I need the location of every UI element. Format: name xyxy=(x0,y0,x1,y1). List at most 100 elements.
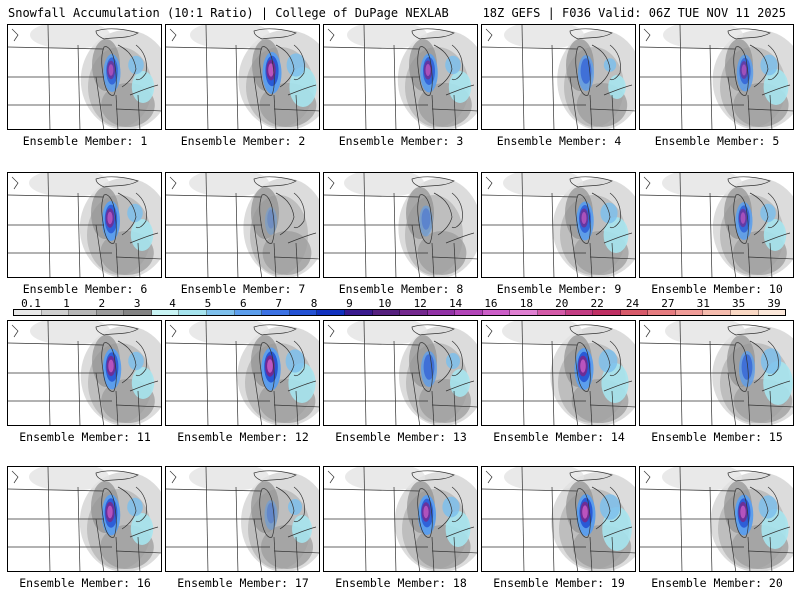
colorbar-swatch xyxy=(179,310,208,315)
snowfall-map xyxy=(324,25,477,129)
colorbar-tick-label: 6 xyxy=(239,297,247,310)
colorbar-swatch xyxy=(151,310,180,315)
colorbar-swatch xyxy=(675,310,704,315)
colorbar-tick-labels: 0.1 1 2 3 4 5 6 7 8 9 10 12 14 16 18 20 22 24 27 31 35 39 xyxy=(13,297,786,310)
colorbar-swatch xyxy=(41,310,70,315)
ensemble-member-panel xyxy=(7,24,162,130)
colorbar-swatch xyxy=(317,310,345,315)
colorbar-tick-label: 3 xyxy=(133,297,141,310)
colorbar-tick-label: 10 xyxy=(378,297,392,310)
colorbar-swatch xyxy=(400,310,428,315)
model-run-info: 18Z GEFS | F036 Valid: 06Z TUE NOV 11 20… xyxy=(482,6,786,20)
ensemble-member-panel xyxy=(323,466,478,572)
snowfall-map xyxy=(166,321,319,425)
colorbar-swatch xyxy=(731,310,759,315)
colorbar-tick-label: 16 xyxy=(484,297,498,310)
ensemble-member-label: Ensemble Member: 15 xyxy=(651,430,783,444)
ensemble-member-label: Ensemble Member: 17 xyxy=(177,576,309,590)
colorbar-tick-label: 39 xyxy=(767,297,781,310)
colorbar-tick-label: 12 xyxy=(413,297,427,310)
colorbar-tick-label: 9 xyxy=(346,297,353,310)
ensemble-member-label: Ensemble Member: 14 xyxy=(493,430,625,444)
snowfall-map xyxy=(482,173,635,277)
colorbar-swatch xyxy=(758,310,786,315)
snowfall-map xyxy=(324,321,477,425)
ensemble-member-panel xyxy=(7,172,162,278)
ensemble-member-panel xyxy=(639,466,794,572)
ensemble-member-label: Ensemble Member: 19 xyxy=(493,576,625,590)
colorbar-swatch xyxy=(455,310,483,315)
colorbar-swatch xyxy=(565,310,594,315)
colorbar-tick-label: 2 xyxy=(98,297,106,310)
colorbar-swatch xyxy=(14,310,42,315)
snowfall-map xyxy=(640,25,793,129)
ensemble-member-label: Ensemble Member: 9 xyxy=(496,282,622,296)
ensemble-member-panel xyxy=(481,24,636,130)
colorbar-tick-label: 8 xyxy=(310,297,318,310)
ensemble-member-label: Ensemble Member: 2 xyxy=(180,134,306,148)
ensemble-member-panel xyxy=(165,320,320,426)
colorbar-swatch xyxy=(482,310,511,315)
snowfall-map xyxy=(640,467,793,571)
ensemble-member-label: Ensemble Member: 12 xyxy=(177,430,309,444)
ensemble-member-label: Ensemble Member: 4 xyxy=(496,134,622,148)
ensemble-member-label: Ensemble Member: 13 xyxy=(335,430,467,444)
snowfall-map xyxy=(482,25,635,129)
colorbar-swatch xyxy=(703,310,732,315)
colorbar-tick-label: 5 xyxy=(204,297,212,310)
colorbar-tick-label: 22 xyxy=(590,297,604,310)
ensemble-member-panel xyxy=(165,466,320,572)
colorbar-swatch xyxy=(289,310,318,315)
ensemble-member-panel xyxy=(7,466,162,572)
colorbar-swatch xyxy=(372,310,401,315)
ensemble-member-label: Ensemble Member: 3 xyxy=(338,134,464,148)
ensemble-member-panel xyxy=(639,320,794,426)
ensemble-member-panel xyxy=(165,24,320,130)
colorbar-swatch xyxy=(427,310,456,315)
colorbar-swatch xyxy=(207,310,235,315)
colorbar-tick-label: 14 xyxy=(448,297,463,310)
snowfall-map xyxy=(482,321,635,425)
colorbar-swatch xyxy=(593,310,621,315)
colorbar-tick-label: 1 xyxy=(63,297,70,310)
colorbar-tick-label: 27 xyxy=(661,297,675,310)
snowfall-map xyxy=(482,467,635,571)
ensemble-member-label: Ensemble Member: 20 xyxy=(651,576,783,590)
ensemble-member-label: Ensemble Member: 6 xyxy=(22,282,148,296)
ensemble-member-panel xyxy=(323,320,478,426)
ensemble-member-label: Ensemble Member: 16 xyxy=(19,576,151,590)
snowfall-map xyxy=(166,467,319,571)
colorbar-swatch xyxy=(537,310,566,315)
ensemble-member-panel xyxy=(165,172,320,278)
ensemble-member-panel xyxy=(323,172,478,278)
snowfall-map xyxy=(640,173,793,277)
colorbar-tick-label: 7 xyxy=(275,297,282,310)
ensemble-member-label: Ensemble Member: 7 xyxy=(180,282,306,296)
snowfall-colorbar xyxy=(13,309,786,316)
colorbar-tick-label: 4 xyxy=(169,297,176,310)
snowfall-map xyxy=(8,173,161,277)
snowfall-map xyxy=(324,173,477,277)
ensemble-member-label: Ensemble Member: 8 xyxy=(338,282,464,296)
ensemble-member-panel xyxy=(481,466,636,572)
colorbar-swatch xyxy=(96,310,125,315)
colorbar-swatch xyxy=(234,310,263,315)
colorbar-tick-label: 31 xyxy=(696,297,710,310)
ensemble-member-label: Ensemble Member: 10 xyxy=(651,282,783,296)
snowfall-map xyxy=(8,25,161,129)
ensemble-member-panel xyxy=(323,24,478,130)
colorbar-tick-label: 24 xyxy=(625,297,640,310)
colorbar-swatch xyxy=(510,310,538,315)
colorbar-tick-label: 20 xyxy=(555,297,569,310)
snowfall-map xyxy=(166,173,319,277)
ensemble-member-panel xyxy=(7,320,162,426)
colorbar-swatch xyxy=(648,310,676,315)
ensemble-member-label: Ensemble Member: 11 xyxy=(19,430,151,444)
ensemble-member-label: Ensemble Member: 5 xyxy=(654,134,780,148)
ensemble-member-label: Ensemble Member: 1 xyxy=(22,134,148,148)
ensemble-member-panel xyxy=(639,172,794,278)
colorbar-swatch xyxy=(124,310,152,315)
snowfall-map xyxy=(324,467,477,571)
snowfall-map xyxy=(8,467,161,571)
ensemble-member-label: Ensemble Member: 18 xyxy=(335,576,467,590)
